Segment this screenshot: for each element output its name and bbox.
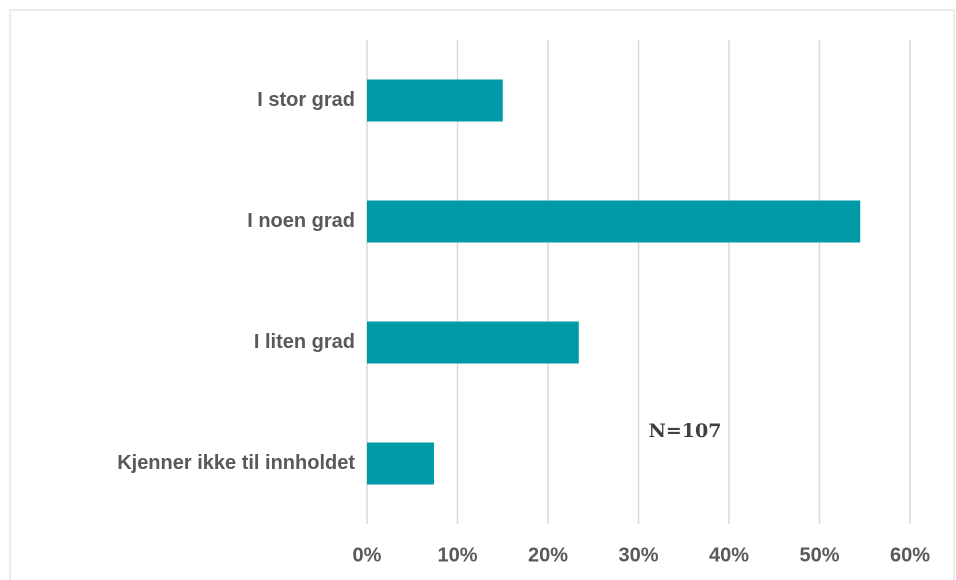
y-tick-label: I noen grad bbox=[247, 210, 355, 232]
bar bbox=[367, 79, 503, 122]
y-tick-label: I liten grad bbox=[254, 331, 355, 353]
x-tick-label: 30% bbox=[618, 544, 658, 566]
bar bbox=[367, 442, 434, 485]
bar bbox=[367, 321, 579, 364]
x-tick-label: 40% bbox=[709, 544, 749, 566]
bar bbox=[367, 200, 861, 243]
y-tick-label: Kjenner ikke til innholdet bbox=[117, 452, 355, 474]
x-tick-label: 0% bbox=[353, 544, 382, 566]
annotation: N=107 bbox=[649, 420, 722, 442]
chart-border bbox=[9, 9, 955, 580]
x-tick-label: 50% bbox=[799, 544, 839, 566]
x-tick-label: 20% bbox=[528, 544, 568, 566]
x-tick-label: 60% bbox=[890, 544, 930, 566]
x-tick-label: 10% bbox=[437, 544, 477, 566]
y-tick-label: I stor grad bbox=[257, 89, 355, 111]
